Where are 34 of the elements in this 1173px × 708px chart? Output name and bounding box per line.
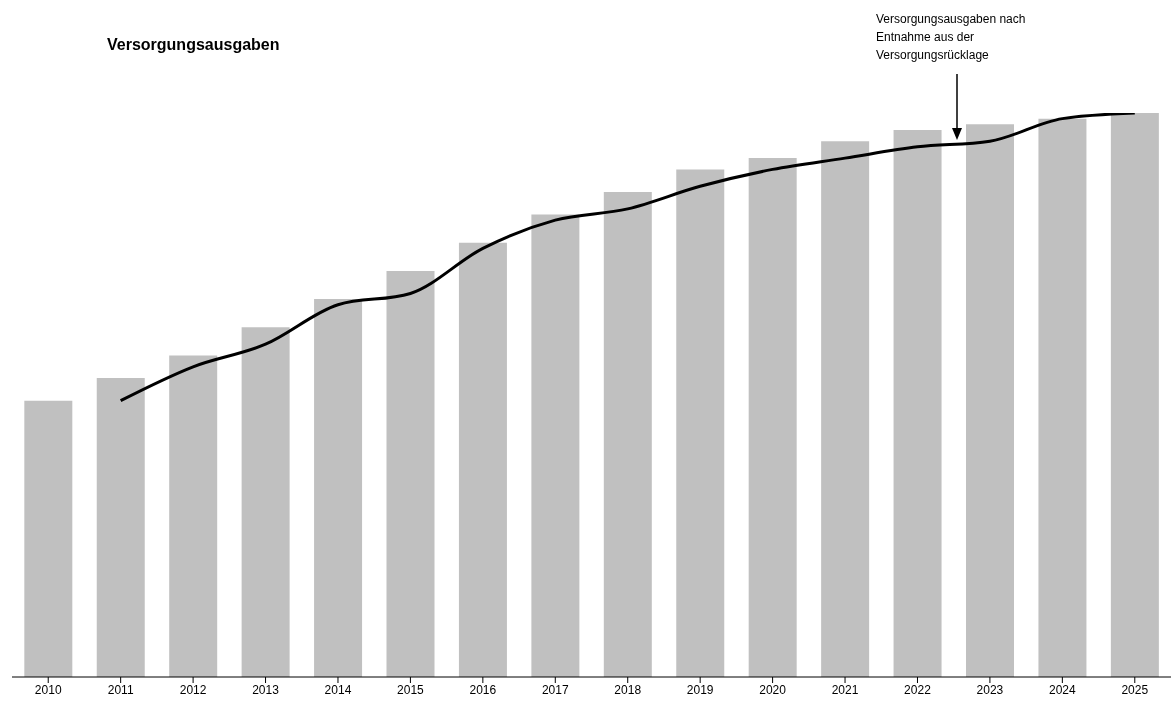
x-tick-label: 2010 xyxy=(34,682,62,697)
x-tick-label: 2025 xyxy=(1121,682,1149,697)
bar xyxy=(603,191,652,677)
bar xyxy=(169,355,218,677)
bar xyxy=(1110,113,1159,677)
x-tick-label: 2016 xyxy=(469,682,497,697)
bar xyxy=(676,169,725,677)
bar xyxy=(96,378,145,677)
x-tick-label: 2015 xyxy=(397,682,425,697)
bar xyxy=(241,327,290,677)
x-tick-label: 2020 xyxy=(759,682,787,697)
bar xyxy=(24,400,73,677)
bar xyxy=(1038,118,1087,677)
x-tick-label: 2018 xyxy=(614,682,642,697)
bar xyxy=(966,124,1014,677)
text: Versorgungsausgaben nach Entnahme aus der Versorgungsrücklage xyxy=(876,11,1026,64)
x-tick-label: 2013 xyxy=(252,682,280,697)
x-tick-label: 2024 xyxy=(1048,682,1077,697)
x-tick-label: 2021 xyxy=(831,682,859,697)
bar xyxy=(531,214,580,677)
x-tick-label: 2023 xyxy=(976,682,1004,697)
bar xyxy=(314,299,363,677)
x-tick-label: 2014 xyxy=(324,682,352,697)
x-tick-label: 2012 xyxy=(179,682,207,697)
chart-title: Versorgungsausgaben xyxy=(107,36,280,54)
bar xyxy=(386,270,435,677)
x-tick-label: 2022 xyxy=(904,682,932,697)
x-tick-label: 2011 xyxy=(107,682,134,697)
bar xyxy=(893,129,942,677)
x-tick-label: 2017 xyxy=(541,682,569,697)
bar xyxy=(748,158,797,677)
x-tick-label: 2019 xyxy=(686,682,714,697)
bar xyxy=(458,242,507,677)
bar xyxy=(821,141,870,677)
